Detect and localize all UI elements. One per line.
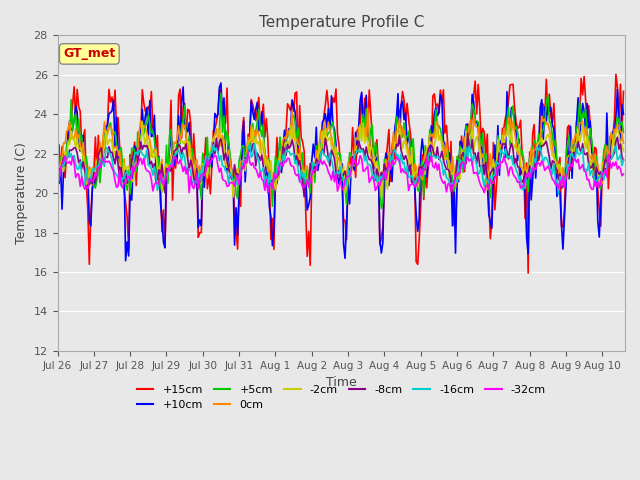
- Legend: +15cm, +10cm, +5cm, 0cm, -2cm, -8cm, -16cm, -32cm: +15cm, +10cm, +5cm, 0cm, -2cm, -8cm, -16…: [132, 380, 550, 415]
- Y-axis label: Temperature (C): Temperature (C): [15, 142, 28, 244]
- Title: Temperature Profile C: Temperature Profile C: [259, 15, 424, 30]
- X-axis label: Time: Time: [326, 376, 356, 389]
- Text: GT_met: GT_met: [63, 48, 115, 60]
